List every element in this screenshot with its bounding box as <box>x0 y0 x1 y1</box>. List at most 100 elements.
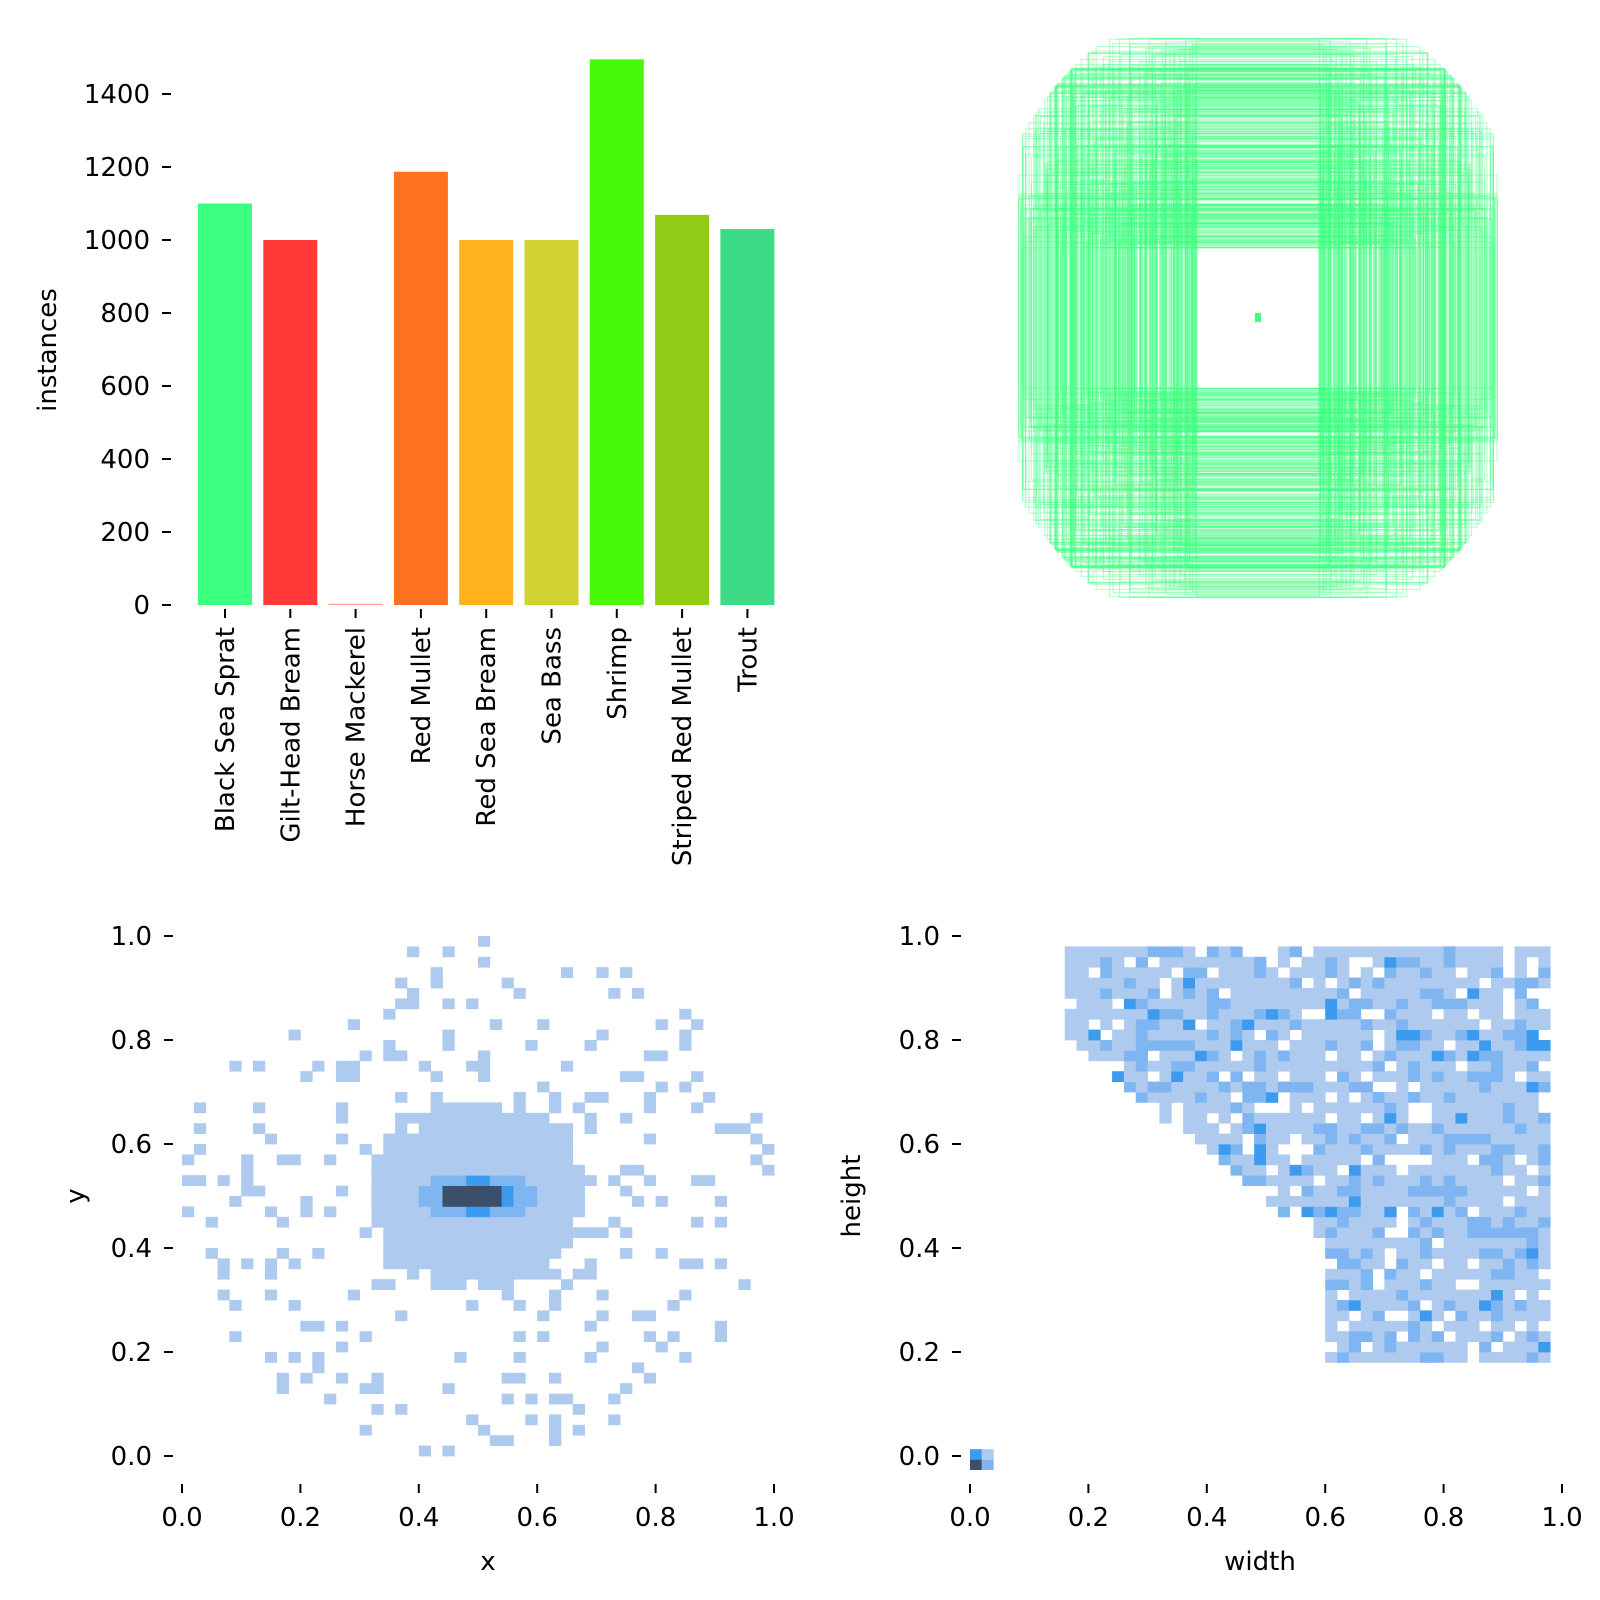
bounding-box <box>1041 210 1475 426</box>
heatmap-cell <box>1538 1227 1551 1238</box>
heatmap-cell <box>537 1081 550 1093</box>
heatmap-cell <box>1183 1029 1196 1041</box>
bar-y-tick-label: 1400 <box>84 80 150 110</box>
heatmap-cell <box>1183 1112 1196 1124</box>
heatmap-cell <box>1408 1196 1421 1207</box>
heatmap-cell <box>513 1144 526 1155</box>
heatmap-cell <box>1254 1040 1267 1051</box>
heatmap-cell <box>347 1289 360 1301</box>
heatmap-cell <box>454 1248 467 1259</box>
heatmap-cell <box>1514 1227 1527 1238</box>
heatmap-cell <box>549 1092 562 1103</box>
heatmap-cell <box>1242 977 1255 989</box>
heatmap-cell <box>442 1216 455 1228</box>
heatmap-cell <box>1479 1050 1492 1062</box>
heatmap-cell <box>560 1123 574 1134</box>
heatmap-cell <box>513 1164 526 1176</box>
heatmap-cell <box>1443 956 1456 968</box>
heatmap-cell <box>1526 1289 1539 1301</box>
heatmap-cell <box>264 1206 278 1218</box>
heatmap-cell <box>1147 1092 1160 1103</box>
heatmap-cell <box>1372 1216 1385 1228</box>
bounding-box <box>1126 125 1390 511</box>
bounding-box <box>1184 56 1332 580</box>
heatmap-cell <box>1431 998 1444 1010</box>
heatmap-cell <box>1384 1196 1397 1207</box>
heatmap-cell <box>1396 1258 1409 1270</box>
heatmap-cell <box>1502 1081 1516 1093</box>
bounding-box <box>1028 122 1488 514</box>
heatmap-cell <box>1479 1154 1492 1166</box>
bounding-box <box>1189 179 1327 457</box>
heatmap-cell <box>1396 1029 1409 1041</box>
heatmap-cell <box>513 1185 526 1197</box>
heatmap-cell <box>1337 988 1350 999</box>
heatmap-cell <box>549 1300 562 1311</box>
heatmap-cell <box>1183 956 1196 968</box>
bounding-box <box>1092 77 1424 559</box>
heatmap-cell <box>1431 956 1444 968</box>
heatmap-cell <box>1348 1237 1362 1249</box>
heatmap-cell <box>513 1123 526 1134</box>
bar-x-tick-label: Shrimp <box>603 627 633 720</box>
bounding-box <box>1073 79 1443 557</box>
heatmap-cell <box>489 1164 503 1176</box>
bounding-box <box>1151 53 1365 583</box>
heatmap-cell <box>371 1383 384 1394</box>
heatmap-cell <box>1408 946 1421 958</box>
bounding-box <box>1124 144 1392 492</box>
heatmap-cell <box>1325 1237 1338 1249</box>
bounding-box <box>1196 161 1320 475</box>
heatmap-cell <box>1490 1008 1504 1020</box>
heatmap-cell <box>442 1196 455 1207</box>
bounding-box <box>1144 155 1372 481</box>
heatmap-cell <box>1147 977 1160 989</box>
heatmap-cell <box>1301 988 1314 999</box>
bounding-box <box>1120 99 1396 537</box>
bounding-box <box>1115 101 1401 535</box>
heatmap-cell <box>1372 1227 1385 1238</box>
heatmap-cell <box>430 1154 443 1166</box>
y-tick-label: 1.0 <box>111 922 152 952</box>
heatmap-cell <box>229 1060 242 1072</box>
wh-heatmap-cells <box>970 946 1551 1470</box>
heatmap-cell <box>1123 1050 1137 1062</box>
heatmap-cell <box>1372 1237 1385 1249</box>
heatmap-cell <box>1277 1060 1291 1072</box>
heatmap-cell <box>1123 1060 1137 1072</box>
bounding-box <box>1136 185 1380 451</box>
heatmap-cell <box>1254 1123 1267 1134</box>
heatmap-cell <box>560 967 574 978</box>
heatmap-cell <box>1289 946 1302 958</box>
heatmap-cell <box>1348 946 1362 958</box>
heatmap-cell <box>1360 1320 1373 1332</box>
heatmap-cell <box>1455 1248 1468 1259</box>
heatmap-cell <box>513 1133 526 1145</box>
heatmap-cell <box>1218 1019 1231 1030</box>
bounding-box <box>1040 204 1476 432</box>
bounding-box <box>1090 182 1426 454</box>
heatmap-cell <box>1408 1268 1421 1280</box>
heatmap-cell <box>726 1123 739 1134</box>
heatmap-cell <box>478 1123 491 1134</box>
heatmap-cell <box>1455 1268 1468 1280</box>
heatmap-cell <box>395 1216 408 1228</box>
bounding-box <box>1052 170 1464 466</box>
heatmap-cell <box>1419 967 1433 978</box>
heatmap-cell <box>1467 1040 1480 1051</box>
heatmap-cell <box>1384 1040 1397 1051</box>
heatmap-cell <box>1112 1071 1125 1082</box>
heatmap-cell <box>466 1206 479 1218</box>
heatmap-cell <box>1443 1092 1456 1103</box>
heatmap-cell <box>1538 1071 1551 1082</box>
box-overlay-plot <box>1017 37 1499 599</box>
heatmap-cell <box>442 1445 455 1457</box>
heatmap-cell <box>1514 1008 1527 1020</box>
heatmap-cell <box>501 1196 514 1207</box>
bounding-box <box>1099 70 1417 566</box>
bounding-box <box>1018 174 1498 462</box>
bounding-box <box>1102 176 1414 460</box>
heatmap-cell <box>1088 988 1101 999</box>
heatmap-cell <box>442 1102 455 1114</box>
heatmap-cell <box>537 1216 550 1228</box>
